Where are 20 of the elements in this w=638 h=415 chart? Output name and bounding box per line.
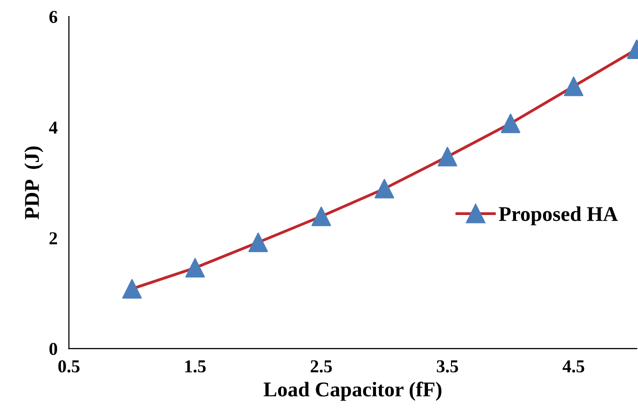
x-axis-title: Load Capacitor (fF) xyxy=(264,382,442,401)
point xyxy=(122,279,142,299)
point xyxy=(312,206,332,226)
y-tick-label: 6 xyxy=(49,10,58,24)
y-tick-label: 2 xyxy=(50,232,58,244)
point xyxy=(438,146,458,166)
point xyxy=(564,76,584,96)
y-tick-label: 4 xyxy=(49,122,58,134)
point xyxy=(374,178,394,198)
x-tick-label: 1.5 xyxy=(185,360,206,372)
x-tick-label: 3.5 xyxy=(436,360,458,372)
point xyxy=(248,232,268,252)
y-axis-title: PDP (J) xyxy=(24,146,44,220)
point xyxy=(185,258,205,278)
point xyxy=(500,114,520,134)
legend-label: Proposed HA xyxy=(498,206,618,226)
x-tick-label: 0.5 xyxy=(58,360,80,372)
x-tick-label: 2.5 xyxy=(310,360,332,372)
x-tick-label: 4.5 xyxy=(562,360,584,372)
y-tick-label: 0 xyxy=(49,342,58,356)
